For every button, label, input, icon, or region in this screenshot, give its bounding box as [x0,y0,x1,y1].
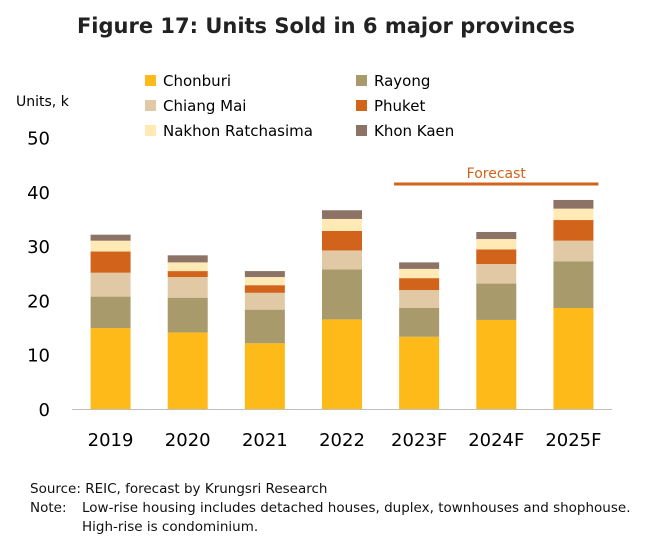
bar-segment-nakhon-ratchasima [244,277,285,286]
note-line-2: High-rise is condominium. [82,519,259,535]
bar-segment-rayong [322,269,362,320]
bar-segment-rayong [553,261,594,309]
note-line-1: Note: Low-rise housing includes detached … [30,499,631,518]
y-axis-label: Units, k [16,94,70,110]
bar-segment-khon-kaen [90,234,131,241]
bar-segment-chiang-mai [167,277,208,298]
y-tick-label: 0 [39,400,50,421]
legend-swatch [145,125,156,136]
forecast-label: Forecast [467,166,527,182]
bar-segment-nakhon-ratchasima [399,268,440,279]
forecast-annotation: Forecast [394,166,599,186]
x-tick-label: 2024F [468,430,524,451]
legend-swatch [145,100,156,111]
bar-segment-phuket [553,220,594,241]
x-tick-label: 2020 [165,430,211,451]
legend-label: Phuket [374,97,425,115]
legend-swatch [356,75,367,86]
x-tick-label: 2025F [545,430,601,451]
legend-swatch [145,75,156,86]
bar-segment-khon-kaen [476,231,517,240]
note-label: Note: [30,500,67,516]
bar-segment-chiang-mai [399,290,440,309]
bar-segment-chiang-mai [553,240,594,262]
bar-segment-chonburi [167,332,208,409]
bar-segment-nakhon-ratchasima [90,240,131,252]
bar-segment-rayong [399,308,440,337]
legend-swatch [356,125,367,136]
bar-segment-chonburi [553,308,594,409]
bar-segment-nakhon-ratchasima [167,262,208,272]
bar-segment-nakhon-ratchasima [553,208,594,221]
x-tick-label: 2023F [391,430,447,451]
y-tick-label: 10 [27,346,50,367]
legend: Chonburi Rayong Chiang Mai Phuket Nakhon Rat… [145,72,454,140]
bar-segment-chonburi [322,319,362,409]
bar-segment-chonburi [399,336,440,409]
legend-swatch [356,100,367,111]
bar-segment-khon-kaen [399,262,440,269]
bar-segment-khon-kaen [322,210,362,219]
bar-segment-rayong [244,309,285,344]
bar-segment-nakhon-ratchasima [322,218,362,231]
legend-label: Rayong [374,72,430,90]
source-text: Source: REIC, forecast by Krungsri Resea… [30,481,328,497]
legend-label: Chiang Mai [163,97,246,115]
bar-segment-phuket [167,271,208,278]
notes-block: Source: REIC, forecast by Krungsri Resea… [30,480,631,537]
y-tick-label: 30 [27,237,50,258]
bar-segment-chiang-mai [476,264,517,284]
bar-segment-khon-kaen [553,199,594,209]
y-tick-label: 50 [27,129,50,150]
stacked-bar-chart: 0 10 20 30 40 50 Units, k 2019 2020 2021 2022 2023… [16,72,612,451]
bar-segment-nakhon-ratchasima [476,239,517,250]
bar-segment-chiang-mai [322,250,362,270]
x-tick-label: 2021 [242,430,288,451]
bar-segment-chiang-mai [90,272,131,297]
bar-segment-rayong [167,297,208,333]
bar-segment-khon-kaen [167,255,208,263]
bar-segment-chonburi [244,343,285,409]
x-tick-label: 2019 [88,430,134,451]
bar-segment-khon-kaen [244,271,285,278]
bar-segment-phuket [322,230,362,251]
bar-segment-chonburi [476,319,517,409]
x-axis: 2019 2020 2021 2022 2023F 2024F 2025F [72,409,612,451]
y-tick-label: 20 [27,291,50,312]
bar-segment-phuket [476,249,517,265]
y-axis: 0 10 20 30 40 50 Units, k [16,94,70,421]
chart-title: Figure 17: Units Sold in 6 major provinc… [76,14,576,38]
bar-segment-chiang-mai [244,292,285,310]
bar-segment-phuket [90,251,131,273]
bar-segment-rayong [90,296,131,329]
bars [90,199,594,409]
legend-label: Khon Kaen [374,122,454,140]
bar-segment-chonburi [90,328,131,409]
bar-segment-phuket [244,285,285,293]
legend-label: Chonburi [163,72,231,90]
x-tick-label: 2022 [319,430,365,451]
bar-segment-phuket [399,278,440,291]
note-text-1: Low-rise housing includes detached house… [82,500,631,516]
y-tick-label: 40 [27,183,50,204]
bar-segment-rayong [476,283,517,320]
legend-label: Nakhon Ratchasima [163,122,313,140]
